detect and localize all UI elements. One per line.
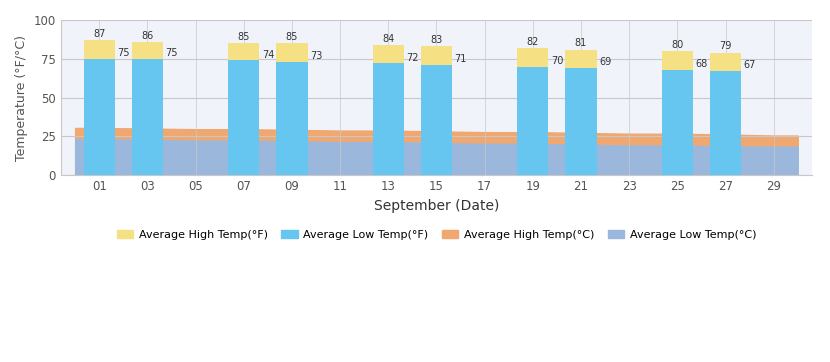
Text: 69: 69 bbox=[599, 57, 612, 67]
Text: 85: 85 bbox=[286, 32, 298, 42]
Bar bbox=[421, 65, 452, 175]
Bar bbox=[421, 46, 452, 175]
Text: 22.8: 22.8 bbox=[282, 130, 302, 139]
Bar bbox=[662, 51, 693, 175]
Text: 30.1: 30.1 bbox=[137, 119, 158, 128]
Text: 27.8: 27.8 bbox=[523, 122, 543, 131]
Bar bbox=[517, 67, 549, 175]
Text: 67: 67 bbox=[744, 60, 756, 71]
Bar bbox=[228, 60, 260, 175]
Text: 22.3: 22.3 bbox=[378, 131, 398, 140]
Text: 75: 75 bbox=[117, 48, 129, 58]
Bar bbox=[84, 40, 115, 175]
Text: 81: 81 bbox=[575, 38, 587, 48]
Bar bbox=[710, 71, 741, 175]
Text: 26.3: 26.3 bbox=[715, 125, 735, 134]
Text: 20.1: 20.1 bbox=[667, 134, 687, 143]
Text: 24.1: 24.1 bbox=[90, 128, 110, 137]
Text: 21.7: 21.7 bbox=[427, 132, 447, 141]
Text: 83: 83 bbox=[430, 35, 442, 45]
Bar bbox=[710, 52, 741, 175]
Bar bbox=[662, 70, 693, 175]
Text: 26.8: 26.8 bbox=[667, 124, 687, 133]
Bar bbox=[84, 59, 115, 175]
Bar bbox=[228, 43, 260, 175]
Text: 74: 74 bbox=[261, 50, 274, 60]
Text: 79: 79 bbox=[720, 41, 732, 51]
Text: 70: 70 bbox=[551, 56, 564, 66]
Text: 84: 84 bbox=[382, 34, 394, 43]
Text: 27.3: 27.3 bbox=[571, 123, 591, 132]
Bar bbox=[132, 59, 163, 175]
Text: 29.7: 29.7 bbox=[234, 119, 254, 129]
Bar bbox=[276, 62, 308, 175]
Text: 23.7: 23.7 bbox=[138, 129, 158, 138]
Text: 28.3: 28.3 bbox=[427, 122, 447, 131]
Y-axis label: Temperature (°F/°C): Temperature (°F/°C) bbox=[15, 35, 28, 161]
Text: 29.3: 29.3 bbox=[282, 120, 302, 129]
Bar bbox=[565, 50, 597, 175]
Text: 80: 80 bbox=[671, 40, 683, 50]
Bar bbox=[373, 63, 404, 175]
Text: 82: 82 bbox=[526, 37, 539, 47]
Text: 19.5: 19.5 bbox=[715, 135, 735, 144]
Text: 85: 85 bbox=[237, 32, 250, 42]
Text: 86: 86 bbox=[141, 30, 154, 41]
Text: 87: 87 bbox=[93, 29, 105, 39]
Bar bbox=[373, 45, 404, 175]
Text: 73: 73 bbox=[310, 51, 322, 61]
Bar bbox=[276, 43, 308, 175]
Text: 72: 72 bbox=[407, 53, 419, 63]
Bar bbox=[517, 48, 549, 175]
Text: 21.2: 21.2 bbox=[523, 132, 543, 142]
Text: 20.6: 20.6 bbox=[571, 134, 591, 143]
Text: 28.8: 28.8 bbox=[378, 121, 398, 130]
Text: 30.5: 30.5 bbox=[89, 118, 110, 127]
Legend: Average High Temp(°F), Average Low Temp(°F), Average High Temp(°C), Average Low : Average High Temp(°F), Average Low Temp(… bbox=[112, 226, 761, 244]
Text: 68: 68 bbox=[696, 59, 708, 69]
Text: 75: 75 bbox=[165, 48, 178, 58]
X-axis label: September (Date): September (Date) bbox=[374, 199, 499, 213]
Bar bbox=[132, 42, 163, 175]
Text: 23.2: 23.2 bbox=[234, 130, 254, 139]
Bar bbox=[565, 68, 597, 175]
Text: 71: 71 bbox=[455, 54, 467, 64]
